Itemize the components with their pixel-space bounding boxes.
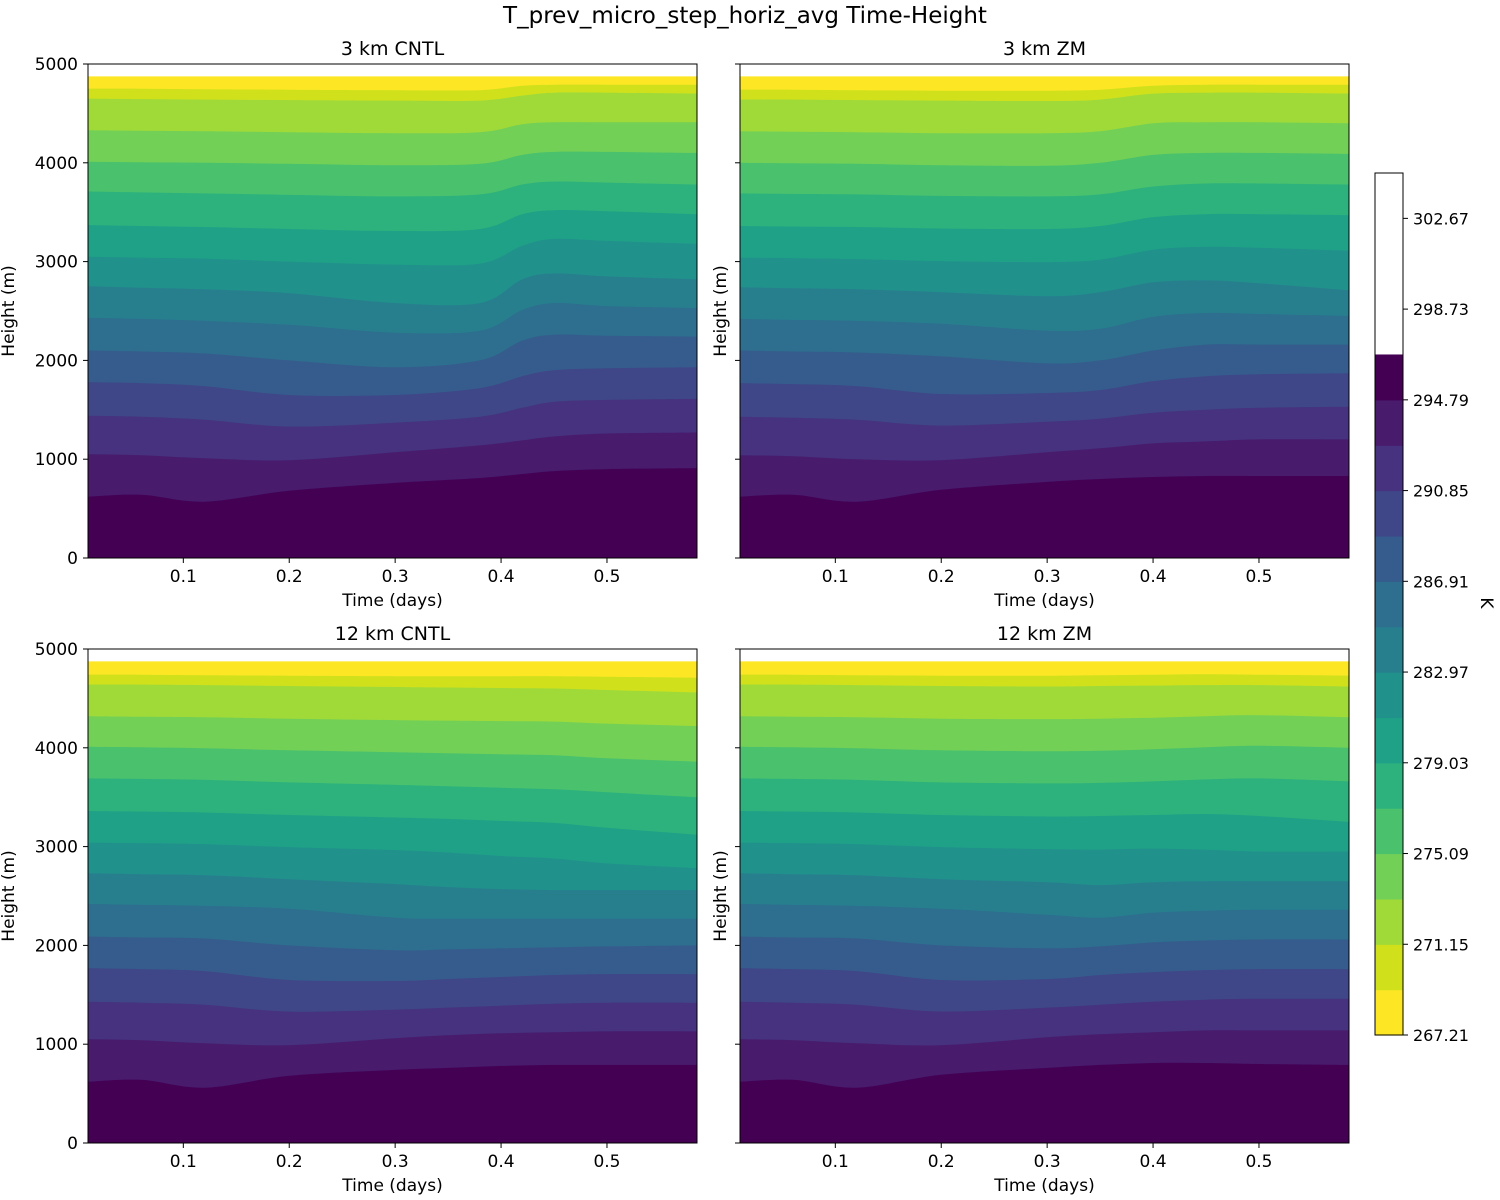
colorbar-segment — [1375, 717, 1403, 764]
x-tick-label: 0.5 — [593, 567, 620, 587]
x-tick-label: 0.5 — [593, 1152, 620, 1172]
colorbar-segment — [1375, 853, 1403, 900]
colorbar-segment — [1375, 581, 1403, 628]
x-tick-label: 0.5 — [1245, 567, 1272, 587]
colorbar-segment — [1375, 626, 1403, 673]
contour-fill — [740, 76, 1349, 558]
colorbar-tick-label: 279.03 — [1413, 754, 1469, 773]
colorbar-segment — [1375, 535, 1403, 582]
colorbar-tick-label: 271.15 — [1413, 935, 1469, 954]
panel-title: 3 km CNTL — [341, 38, 445, 60]
colorbar-segment — [1375, 989, 1403, 1036]
x-axis-label: Time (days) — [993, 591, 1094, 611]
x-axis-label: Time (days) — [341, 591, 442, 611]
x-tick-label: 0.3 — [1034, 567, 1061, 587]
x-tick-label: 0.4 — [488, 1152, 515, 1172]
contour-fill — [88, 661, 697, 1143]
axes-frame — [739, 648, 1350, 1144]
x-tick-label: 0.1 — [170, 567, 197, 587]
axes-frame — [739, 63, 1350, 559]
y-axis-label: Height (m) — [711, 850, 731, 941]
contour-band — [88, 468, 697, 558]
x-tick-label: 0.4 — [1140, 567, 1167, 587]
colorbar-tick-label: 302.67 — [1413, 209, 1469, 228]
y-tick-label: 1000 — [35, 450, 78, 470]
colorbar-tick-label: 282.97 — [1413, 663, 1469, 682]
contour-band — [740, 475, 1349, 558]
y-tick-label: 1000 — [35, 1035, 78, 1055]
colorbar-frame — [1374, 172, 1404, 1036]
x-tick-label: 0.3 — [382, 1152, 409, 1172]
colorbar-segment — [1375, 354, 1403, 401]
y-tick-label: 4000 — [35, 739, 78, 759]
x-tick-label: 0.2 — [276, 1152, 303, 1172]
y-tick-label: 2000 — [35, 936, 78, 956]
x-axis-label: Time (days) — [993, 1176, 1094, 1196]
colorbar-tick-label: 275.09 — [1413, 845, 1469, 864]
colorbar-segment — [1375, 490, 1403, 537]
panel-title: 3 km ZM — [1003, 38, 1086, 60]
x-tick-label: 0.4 — [1140, 1152, 1167, 1172]
panel-12-km-zm: 12 km ZM 0.1 0.2 0.3 0.4 0.5 Time (days) Height… — [711, 623, 1350, 1196]
axes-frame — [87, 63, 698, 559]
x-tick-label: 0.3 — [382, 567, 409, 587]
y-tick-label: 0 — [67, 1134, 78, 1154]
y-tick-label: 2000 — [35, 351, 78, 371]
contour-band — [740, 1062, 1349, 1143]
contour-fill — [88, 76, 697, 558]
x-tick-label: 0.2 — [276, 567, 303, 587]
x-tick-label: 0.5 — [1245, 1152, 1272, 1172]
colorbar-segment — [1375, 672, 1403, 719]
panel-3-km-zm: 3 km ZM 0.1 0.2 0.3 0.4 0.5 Time (days) Height … — [711, 38, 1350, 611]
colorbar-segment — [1375, 898, 1403, 945]
colorbar-segment — [1375, 399, 1403, 446]
x-tick-label: 0.2 — [928, 1152, 955, 1172]
y-tick-label: 0 — [67, 549, 78, 569]
figure-suptitle: T_prev_micro_step_horiz_avg Time-Height — [502, 3, 987, 29]
axes-frame — [87, 648, 698, 1144]
y-tick-label: 5000 — [35, 55, 78, 75]
x-axis-label: Time (days) — [341, 1176, 442, 1196]
y-tick-label: 3000 — [35, 253, 78, 273]
colorbar-segment — [1375, 808, 1403, 855]
x-tick-label: 0.3 — [1034, 1152, 1061, 1172]
panel-3-km-cntl: 3 km CNTL 0.1 0.2 0.3 0.4 0.5 Time (days) 0 1000… — [0, 38, 698, 611]
x-tick-label: 0.4 — [488, 567, 515, 587]
x-tick-label: 0.2 — [928, 567, 955, 587]
colorbar-tick-label: 290.85 — [1413, 482, 1469, 501]
x-tick-label: 0.1 — [822, 1152, 849, 1172]
y-tick-label: 5000 — [35, 640, 78, 660]
colorbar-tick-label: 298.73 — [1413, 300, 1469, 319]
y-tick-label: 4000 — [35, 154, 78, 174]
contour-band — [88, 1064, 697, 1143]
x-tick-label: 0.1 — [170, 1152, 197, 1172]
contour-fill — [740, 661, 1349, 1143]
colorbar-tick-label: 294.79 — [1413, 391, 1469, 410]
y-axis-label: Height (m) — [0, 850, 19, 941]
y-axis-label: Height (m) — [0, 265, 19, 356]
colorbar: 267.21 271.15 275.09 279.03 282.97 286.91 290.… — [1374, 172, 1496, 1045]
y-axis-label: Height (m) — [711, 265, 731, 356]
panel-grid: 3 km CNTL 0.1 0.2 0.3 0.4 0.5 Time (days) 0 1000… — [0, 38, 1350, 1196]
colorbar-label: K — [1476, 597, 1496, 609]
colorbar-tick-label: 267.21 — [1413, 1026, 1469, 1045]
colorbar-segment — [1375, 762, 1403, 809]
x-tick-label: 0.1 — [822, 567, 849, 587]
colorbar-tick-label: 286.91 — [1413, 572, 1469, 591]
y-tick-label: 3000 — [35, 838, 78, 858]
panel-title: 12 km ZM — [997, 623, 1092, 645]
colorbar-segment — [1375, 944, 1403, 991]
panel-title: 12 km CNTL — [335, 623, 451, 645]
colorbar-segment — [1375, 445, 1403, 492]
panel-12-km-cntl: 12 km CNTL 0.1 0.2 0.3 0.4 0.5 Time (days) 0 100… — [0, 623, 698, 1196]
